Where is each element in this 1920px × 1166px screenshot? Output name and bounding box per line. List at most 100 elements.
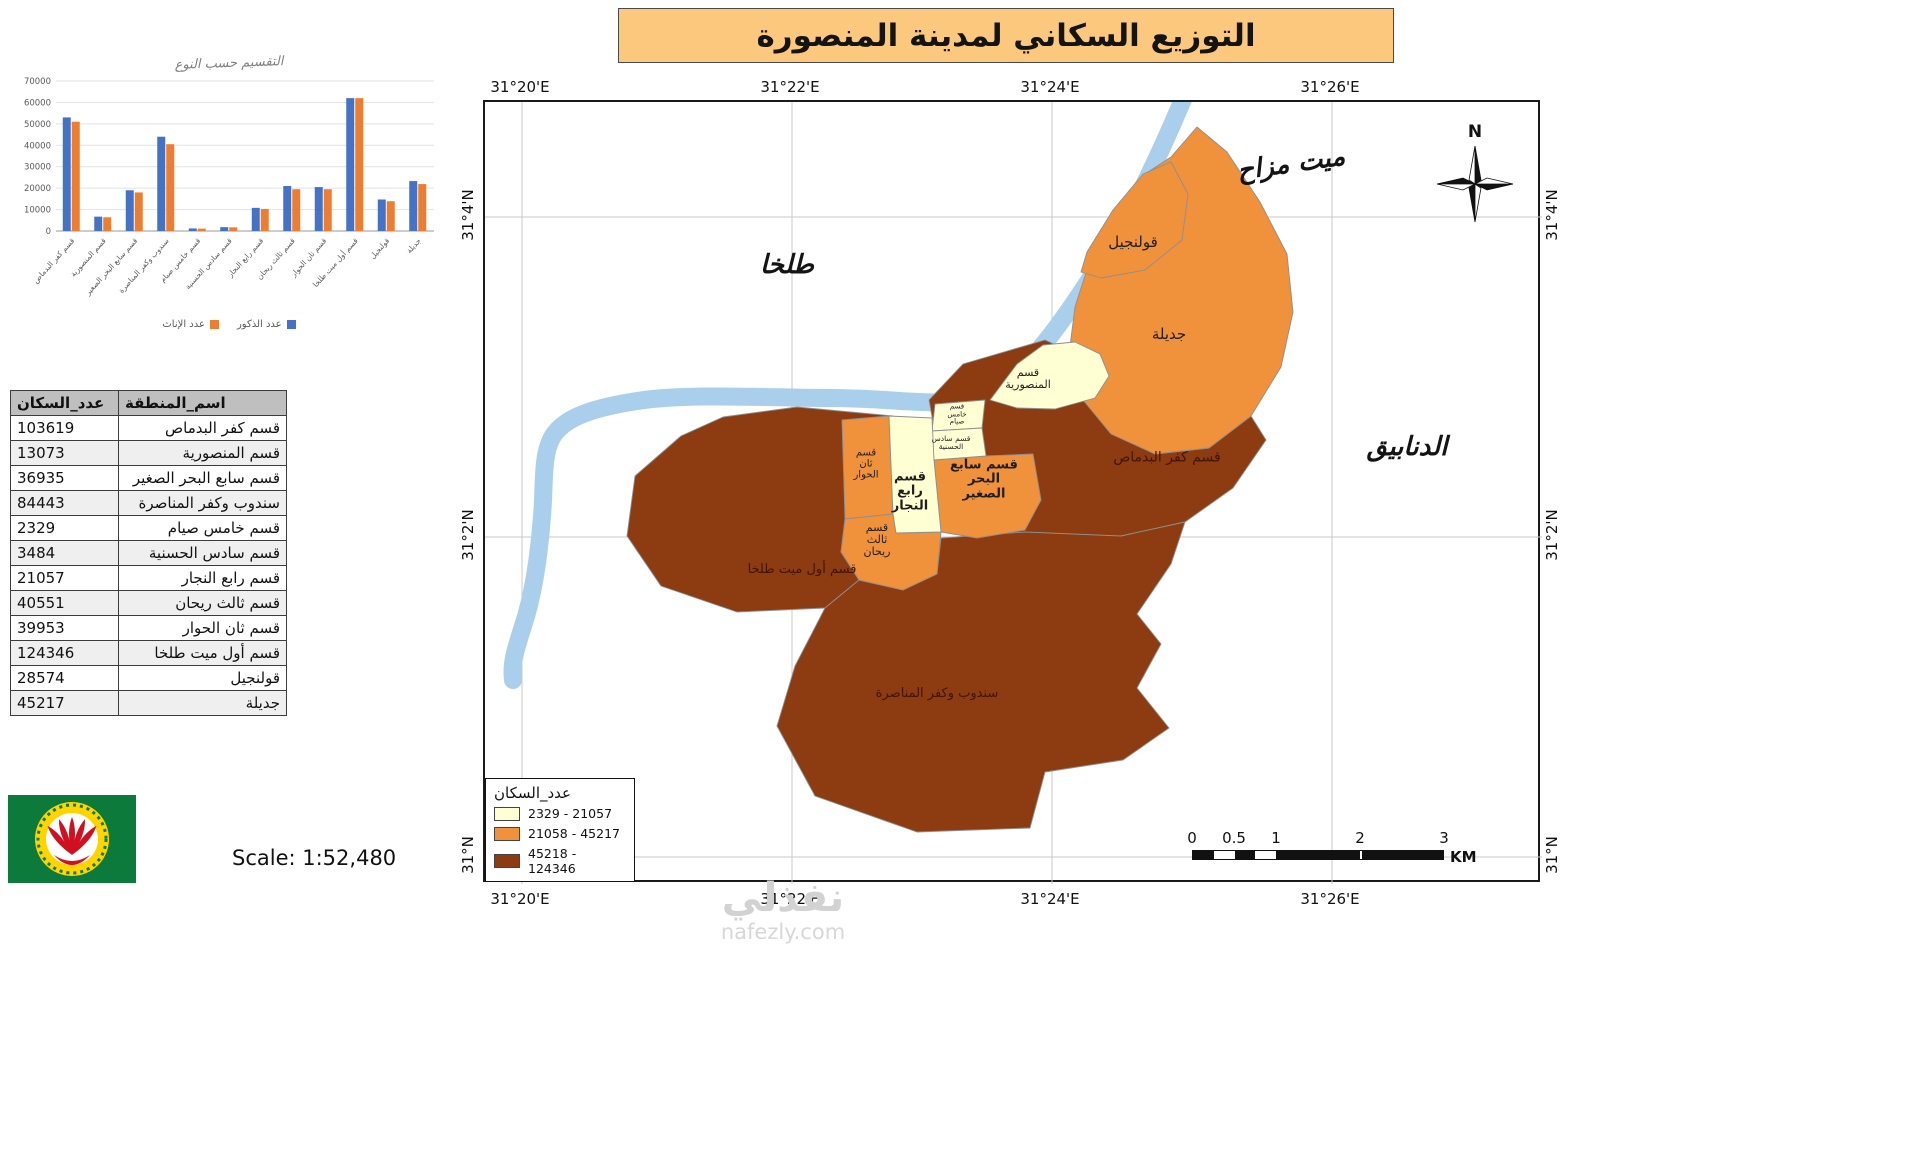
population-cell: 2329 xyxy=(10,515,119,541)
population-cell: 13073 xyxy=(10,440,119,466)
svg-text:قسم سابع البحر الصغير: قسم سابع البحر الصغير xyxy=(83,236,140,298)
legend-label: 2329 - 21057 xyxy=(528,806,613,821)
coord-label: 31°4'N xyxy=(1543,189,1561,241)
watermark: نفذلي nafezly.com xyxy=(688,878,878,944)
population-cell: 28574 xyxy=(10,665,119,691)
region-cell: قسم سادس الحسنية xyxy=(118,540,287,566)
scalebar-segments xyxy=(1192,850,1444,860)
header-population: عدد_السكان xyxy=(10,390,119,416)
watermark-brand: نفذلي xyxy=(721,875,845,921)
district-label: قسم خامس صيام xyxy=(947,402,967,426)
svg-text:20000: 20000 xyxy=(24,184,51,194)
map-frame: قولنجيل جديلة قسم المنصورية قسم خامس صيا… xyxy=(483,100,1542,884)
chart-legend-label: عدد الذكور xyxy=(236,319,282,330)
region-cell: سندوب وكفر المناصرة xyxy=(118,490,287,516)
svg-text:40000: 40000 xyxy=(24,141,51,151)
region-cell: جديلة xyxy=(118,690,287,716)
region-cell: قولنجيل xyxy=(118,665,287,691)
population-table-body: 103619 قسم كفر البدماص 13073 قسم المنصورية 3… xyxy=(10,415,287,716)
table-row: 103619 قسم كفر البدماص xyxy=(10,415,287,441)
svg-text:جديلة: جديلة xyxy=(405,236,423,255)
map-legend-items: 2329 - 21057 21058 - 45217 45218 - 124346 xyxy=(494,806,626,876)
coord-label: 31°20'E xyxy=(490,890,550,908)
table-row: 40551 قسم ثالث ريحان xyxy=(10,590,287,616)
population-cell: 21057 xyxy=(10,565,119,591)
coord-label: 31°N xyxy=(1543,836,1561,874)
logo-emblem-icon xyxy=(8,795,136,883)
coord-label: 31°4'N xyxy=(459,189,477,241)
coord-label: 31°22'E xyxy=(760,890,820,908)
region-cell: قسم رابع النجار xyxy=(118,565,287,591)
legend-label: 45218 - 124346 xyxy=(528,846,577,876)
district-label: جديلة xyxy=(1151,324,1187,343)
page-title: التوزيع السكاني لمدينة المنصورة xyxy=(618,8,1394,63)
legend-item: 45218 - 124346 xyxy=(494,846,626,876)
population-cell: 124346 xyxy=(10,640,119,666)
table-row: 28574 قولنجيل xyxy=(10,665,287,691)
population-cell: 39953 xyxy=(10,615,119,641)
legend-item: 21058 - 45217 xyxy=(494,826,626,841)
compass-icon xyxy=(1436,145,1514,223)
chart-plot: 0 10000 20000 30000 40000 50000 60000 70000 قسم … xyxy=(24,77,434,298)
district-label: قسم المنصورية xyxy=(1005,365,1051,391)
scalebar-label: 0.5 xyxy=(1222,829,1246,847)
svg-text:60000: 60000 xyxy=(24,98,51,108)
district-label: سندوب وكفر المناصرة xyxy=(875,685,999,701)
table-row: 2329 قسم خامس صيام xyxy=(10,515,287,541)
scalebar-label: 2 xyxy=(1355,829,1365,847)
coord-label: 31°N xyxy=(459,836,477,874)
district-elmansoureya xyxy=(989,341,1110,410)
chart-legend-item: عدد الذكور xyxy=(237,319,296,330)
district-sabe-elbahr-elsaghir xyxy=(933,453,1042,539)
population-cell: 45217 xyxy=(10,690,119,716)
scalebar-label: 1 xyxy=(1271,829,1281,847)
population-cell: 40551 xyxy=(10,590,119,616)
governorate-logo xyxy=(8,795,136,887)
watermark-domain: nafezly.com xyxy=(720,920,846,944)
region-cell: قسم أول ميت طلخا xyxy=(118,640,287,666)
coord-label: 31°2'N xyxy=(1543,509,1561,561)
coord-label: 31°24'E xyxy=(1020,890,1080,908)
table-row: 3484 قسم سادس الحسنية xyxy=(10,540,287,566)
north-arrow: N xyxy=(1430,122,1520,230)
coord-label: 31°20'E xyxy=(490,78,550,96)
scalebar-unit: KM xyxy=(1450,848,1477,866)
legend-swatch xyxy=(494,826,520,841)
svg-text:0: 0 xyxy=(46,227,51,237)
region-cell: قسم ثالث ريحان xyxy=(118,590,287,616)
coord-label: 31°26'E xyxy=(1300,890,1360,908)
table-row: 124346 قسم أول ميت طلخا xyxy=(10,640,287,666)
north-label: N xyxy=(1467,122,1483,142)
population-cell: 103619 xyxy=(10,415,119,441)
chart-legend: عدد الذكور عدد الإناث xyxy=(6,319,452,330)
population-table: عدد_السكان اسم_المنطقة 103619 قسم كفر الب… xyxy=(10,390,287,716)
svg-text:قولنجيل: قولنجيل xyxy=(368,236,392,261)
table-row: 36935 قسم سابع البحر الصغير xyxy=(10,465,287,491)
population-cell: 36935 xyxy=(10,465,119,491)
header-region: اسم_المنطقة xyxy=(118,390,287,416)
map-legend: عدد_السكان 2329 - 21057 21058 - 45217 4521… xyxy=(485,778,635,882)
table-row: 84443 سندوب وكفر المناصرة xyxy=(10,490,287,516)
district-label: قسم سادس الحسنية xyxy=(931,433,971,451)
chart-legend-item: عدد الإناث xyxy=(162,319,219,330)
district-rabe-elnaggar xyxy=(888,415,942,534)
table-row: 39953 قسم ثان الحوار xyxy=(10,615,287,641)
legend-label: 21058 - 45217 xyxy=(528,826,620,841)
table-header-row: عدد_السكان اسم_المنطقة xyxy=(10,390,287,416)
legend-swatch xyxy=(494,854,520,868)
district-qolongil xyxy=(1080,161,1189,279)
gender-chart: التقسيم حسب النوع 0 10000 20000 30000 40000 5… xyxy=(6,54,452,330)
context-label-talkha: طلخا xyxy=(759,250,815,280)
district-label: قسم رابع النجار xyxy=(891,469,929,514)
region-cell: قسم سابع البحر الصغير xyxy=(118,465,287,491)
table-row: 13073 قسم المنصورية xyxy=(10,440,287,466)
region-cell: قسم خامس صيام xyxy=(118,515,287,541)
svg-text:10000: 10000 xyxy=(24,206,51,216)
population-cell: 3484 xyxy=(10,540,119,566)
coord-label: 31°26'E xyxy=(1300,78,1360,96)
coord-label: 31°22'E xyxy=(760,78,820,96)
region-cell: قسم المنصورية xyxy=(118,440,287,466)
districts-layer xyxy=(626,126,1294,833)
chart-legend-label: عدد الإناث xyxy=(162,319,205,330)
